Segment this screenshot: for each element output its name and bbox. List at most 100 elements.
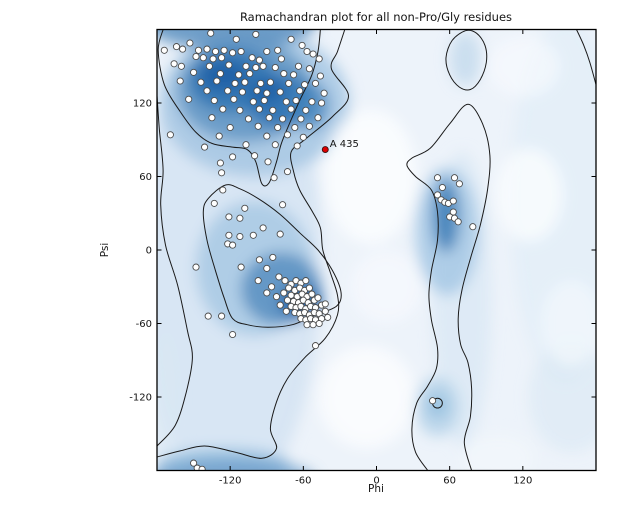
residue-point: [298, 41, 306, 49]
plot-border: [156, 28, 597, 472]
residue-point: [207, 29, 215, 37]
residue-point: [271, 63, 279, 72]
residue-point: [220, 46, 228, 54]
residue-point: [316, 72, 324, 80]
residue-point: [285, 284, 293, 292]
residue-point: [235, 71, 243, 79]
contour-outer-allowed-left: [157, 29, 350, 459]
residue-point: [314, 294, 322, 302]
residue-point: [237, 47, 245, 56]
residue-point: [213, 77, 221, 85]
residue-point: [203, 45, 211, 53]
residue-point: [236, 214, 244, 222]
residue-point: [225, 61, 233, 69]
residue-point: [283, 296, 292, 304]
residue-point: [192, 263, 200, 271]
residue-point: [274, 123, 282, 132]
residue-point: [305, 65, 313, 73]
residue-point: [263, 264, 271, 272]
x-tick-label: 60: [443, 476, 456, 487]
residue-point: [266, 78, 274, 86]
residue-point: [210, 199, 218, 207]
outlier-annotation-label: A 435: [330, 139, 359, 150]
residue-point: [299, 133, 307, 141]
y-axis-label: Psi: [99, 243, 111, 258]
residue-point: [264, 158, 272, 166]
x-tick-label: 0: [373, 476, 379, 487]
residue-point: [252, 30, 260, 38]
contour-beta-favored: [157, 29, 321, 187]
density-blob: [427, 393, 448, 418]
residue-point: [282, 307, 290, 315]
residue-point: [302, 106, 310, 114]
residue-point: [279, 201, 287, 209]
density-layer: [157, 29, 596, 471]
residue-point: [230, 95, 238, 103]
residue-point: [248, 54, 256, 62]
residue-point: [276, 301, 284, 309]
residue-point: [229, 330, 237, 339]
residue-point: [280, 70, 288, 78]
residue-point: [198, 465, 206, 471]
y-tick-label: -120: [129, 393, 152, 404]
residue-point: [309, 321, 317, 329]
residue-point: [238, 88, 246, 96]
residue-point: [225, 231, 233, 239]
residue-point: [210, 96, 218, 105]
density-blob: [461, 433, 536, 471]
residue-point: [172, 43, 181, 51]
residue-point: [449, 197, 457, 205]
residue-point: [160, 46, 168, 54]
residue-point: [315, 55, 323, 63]
x-tick-label: -60: [295, 476, 311, 487]
contour-corner-arc-top-right: [576, 29, 596, 86]
residue-point: [225, 213, 233, 221]
residue-point: [324, 313, 332, 321]
residue-point: [320, 89, 328, 97]
residue-point: [186, 39, 194, 47]
density-blob: [494, 148, 564, 242]
residue-point: [218, 169, 226, 177]
outlier-point: [321, 146, 329, 154]
contour-outer-allowed-left-edge: [157, 95, 193, 447]
residue-point: [314, 114, 322, 122]
residue-point: [292, 96, 300, 105]
residue-point: [218, 54, 226, 62]
residue-point: [203, 87, 211, 95]
residue-point: [433, 174, 442, 182]
residue-point: [211, 47, 220, 56]
residue-point: [321, 307, 329, 315]
residue-point: [438, 183, 446, 192]
residue-point: [270, 174, 278, 182]
residue-point: [263, 132, 271, 140]
residue-point: [224, 87, 232, 95]
residue-point: [218, 312, 226, 320]
residue-point: [303, 47, 311, 56]
residue-point: [282, 98, 290, 106]
residue-point: [269, 106, 277, 114]
residue-point: [246, 70, 254, 78]
residue-point: [269, 253, 277, 261]
residue-point: [215, 132, 223, 140]
residue-point: [237, 263, 245, 271]
contour-left-handed-outer: [406, 103, 491, 471]
residue-point: [263, 89, 271, 97]
residue-point: [294, 62, 303, 70]
scatter-layer: [160, 29, 477, 471]
residue-point: [450, 174, 459, 182]
density-blob: [324, 109, 417, 244]
residue-point: [290, 71, 298, 79]
residue-point: [455, 180, 463, 188]
residue-point: [260, 96, 268, 105]
residue-point: [279, 115, 287, 123]
residue-point: [201, 143, 209, 151]
residue-point: [231, 79, 239, 87]
residue-point: [229, 241, 237, 249]
residue-point: [287, 35, 295, 43]
residue-point: [293, 142, 301, 150]
residue-point: [254, 122, 262, 130]
y-tick-label: 120: [133, 99, 152, 110]
residue-point: [185, 95, 193, 103]
residue-point: [170, 60, 178, 68]
